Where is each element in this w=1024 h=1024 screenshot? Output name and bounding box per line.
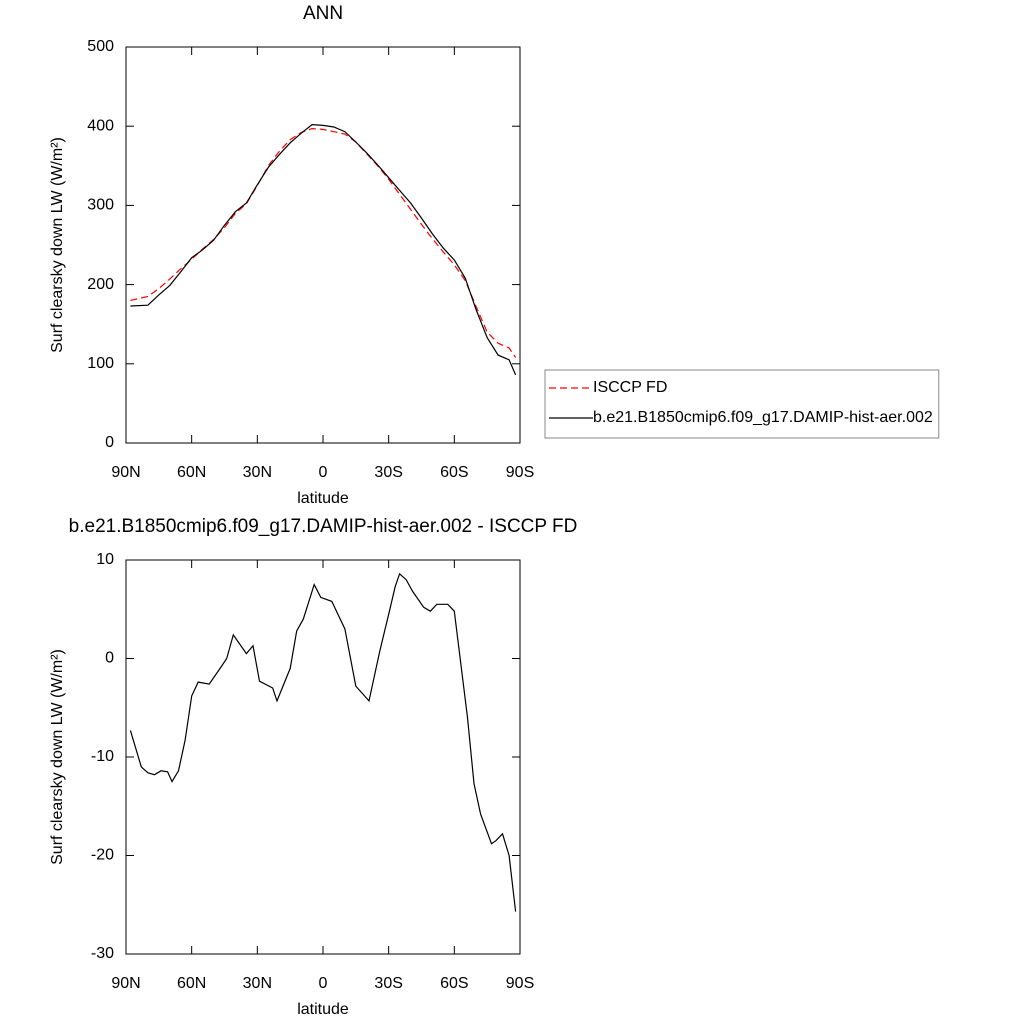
x-tick-label: 90N — [111, 464, 140, 481]
y-tick-label: 100 — [87, 355, 114, 372]
y-tick-label: 200 — [87, 276, 114, 293]
x-tick-label: 30S — [374, 464, 402, 481]
x-tick-label: 30S — [374, 975, 402, 992]
legend: ISCCP FD b.e21.B1850cmip6.f09_g17.DAMIP-h… — [544, 369, 940, 439]
y-axis-label: Surf clearsky down LW (W/m²) — [49, 649, 66, 865]
x-tick-label: 60N — [177, 464, 206, 481]
y-tick-label: 300 — [87, 197, 114, 214]
y-tick-label: 0 — [105, 650, 114, 667]
data-line — [130, 127, 517, 358]
x-tick-label: 60N — [177, 975, 206, 992]
y-tick-label: 400 — [87, 117, 114, 134]
y-tick-label: -30 — [91, 945, 114, 962]
x-tick-label: 0 — [319, 464, 328, 481]
x-tick-label: 0 — [319, 975, 328, 992]
chart-title: ANN — [303, 3, 343, 24]
x-tick-label: 30N — [243, 975, 272, 992]
x-tick-label: 90N — [111, 975, 140, 992]
legend-frame — [544, 369, 940, 439]
y-axis-label: Surf clearsky down LW (W/m²) — [49, 137, 66, 353]
y-tick-label: 0 — [105, 434, 114, 451]
x-tick-label: 90S — [506, 464, 534, 481]
x-tick-label: 90S — [506, 975, 534, 992]
x-axis-label: latitude — [297, 1001, 349, 1018]
plot-frame — [125, 559, 521, 955]
x-tick-label: 60S — [440, 975, 468, 992]
legend-label: ISCCP FD — [593, 379, 667, 396]
data-line — [130, 123, 517, 376]
x-tick-label: 30N — [243, 464, 272, 481]
x-tick-label: 60S — [440, 464, 468, 481]
y-tick-label: -10 — [91, 748, 114, 765]
y-tick-label: 10 — [96, 551, 114, 568]
plot-frame — [125, 46, 521, 444]
chart-title: b.e21.B1850cmip6.f09_g17.DAMIP-hist-aer.… — [69, 516, 578, 537]
y-tick-label: 500 — [87, 38, 114, 55]
legend-label: b.e21.B1850cmip6.f09_g17.DAMIP-hist-aer.… — [593, 409, 933, 426]
data-line — [129, 572, 517, 912]
x-axis-label: latitude — [297, 490, 349, 507]
y-tick-label: -20 — [91, 847, 114, 864]
